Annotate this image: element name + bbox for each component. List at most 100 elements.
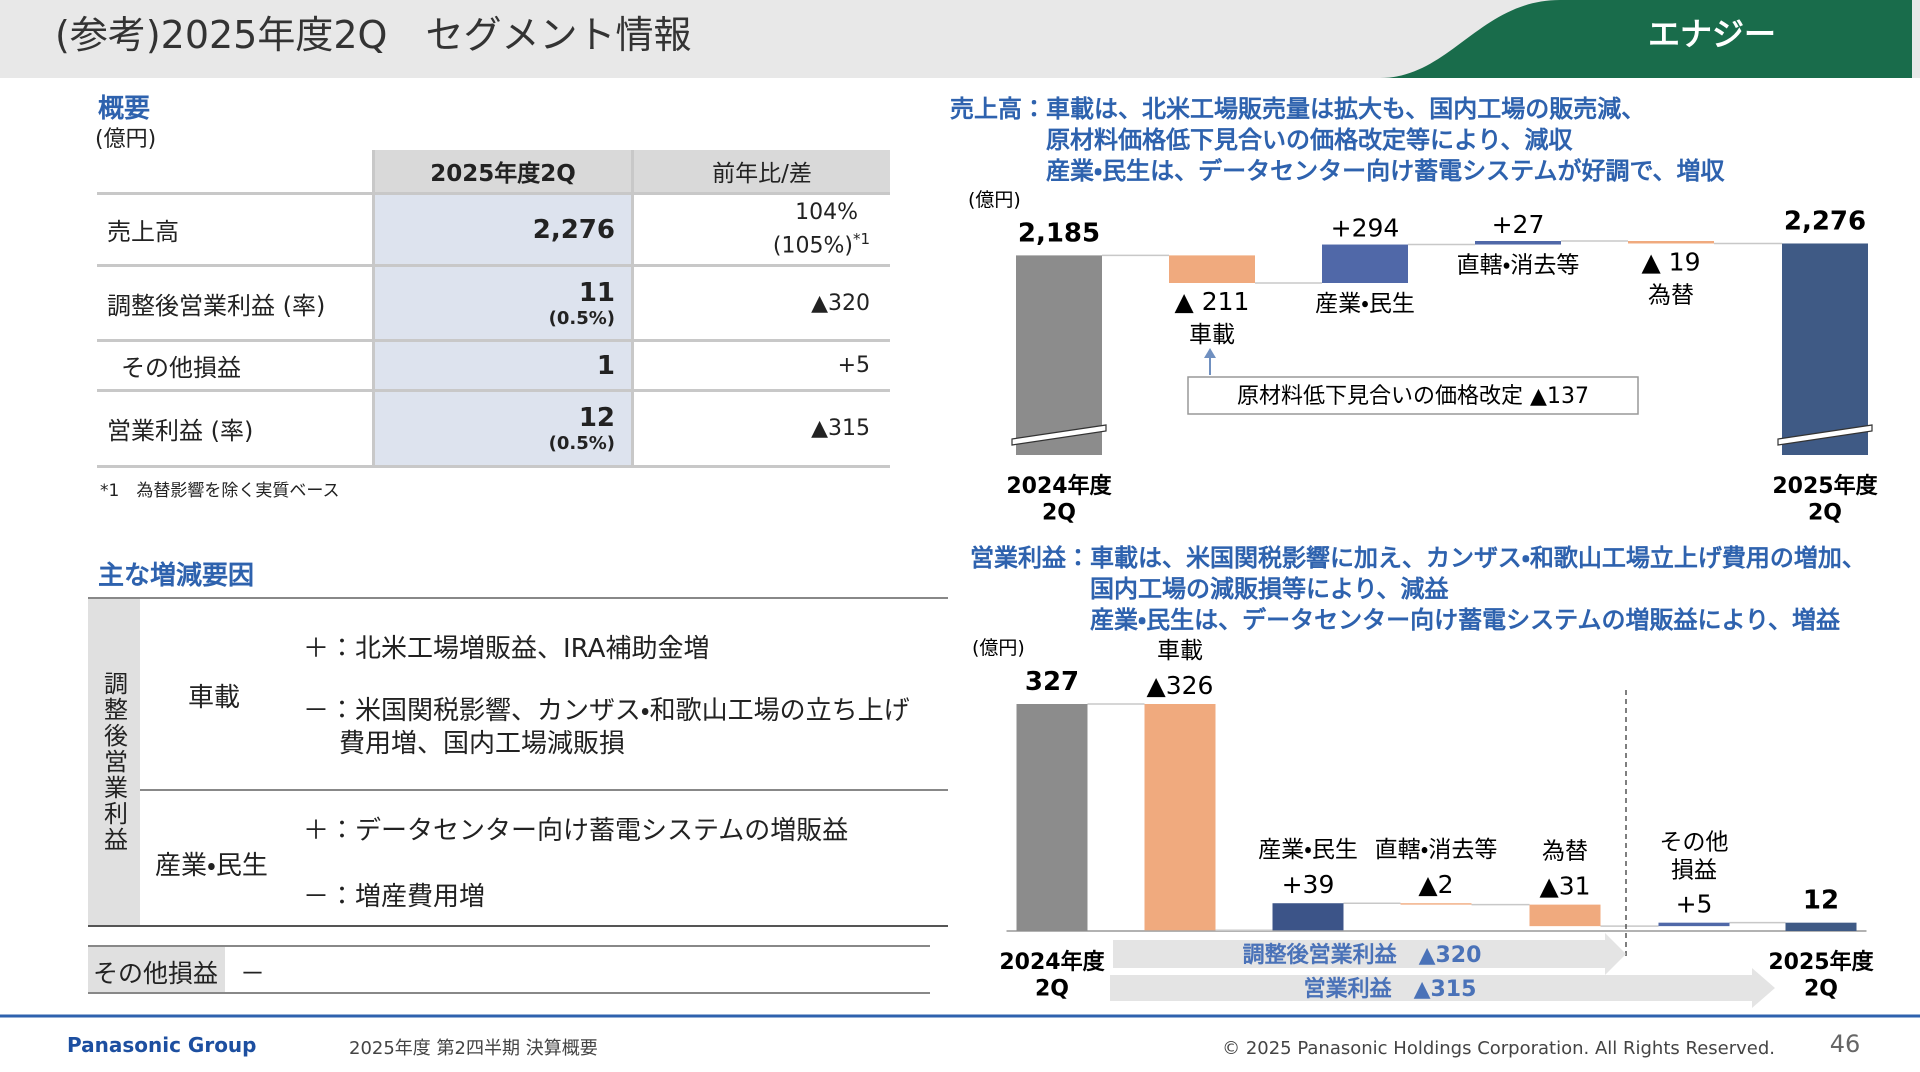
summary-unit: (億円) <box>95 127 157 152</box>
header-row: 2025年度2Q 前年比/差 <box>97 150 890 195</box>
value: 11 <box>578 277 615 308</box>
cell-value: 2,276 <box>372 193 634 267</box>
summary-table: 2025年度2Q 前年比/差 売上高 2,276 104% (105%)*1 調整… <box>97 150 890 468</box>
chart-title: 営業利益： <box>970 544 1090 572</box>
factor-item: ＋：データセンター向け蓄電システムの増販益 <box>303 816 849 846</box>
annotation: 原材料低下見合いの価格改定 ▲137 <box>1237 384 1589 409</box>
category-label: 直轄・消去等 <box>1375 837 1498 863</box>
cell-value: 1 <box>372 340 634 392</box>
factor-item: ＋：北米工場増販益、IRA補助金増 <box>303 634 710 664</box>
row: 営業利益 (率) 12 (0.5%) ▲315 <box>97 390 890 468</box>
segment: 産業・民生 <box>155 851 268 881</box>
bar <box>1628 241 1714 244</box>
annotation: 営業利益 ▲315 <box>1304 976 1477 1002</box>
value-label: +39 <box>1282 870 1335 899</box>
bar <box>1016 704 1088 931</box>
note: 車載は、米国関税影響に加え、カンザス・和歌山工場立上げ費用の増加、 <box>1090 544 1866 572</box>
value-label: ▲ 211 <box>1175 287 1250 316</box>
bar <box>1782 243 1868 455</box>
segment: 車載 <box>188 683 241 713</box>
chart-notes: 車載は、北米工場販売量は拡大も、国内工場の販売減、 原材料価格低下見合いの価格改定… <box>1046 94 1724 187</box>
value-label: ▲326 <box>1147 671 1214 700</box>
callout-head <box>1204 348 1216 358</box>
cell-change: +5 <box>632 340 890 392</box>
value-note: (0.5%) <box>548 433 615 454</box>
category-label: 産業・民生 <box>1258 837 1358 863</box>
category-label: 車載 <box>1157 638 1203 664</box>
arrow <box>1113 933 1626 975</box>
arrow <box>1110 968 1775 1008</box>
other-value: － <box>240 959 266 988</box>
bar <box>1400 903 1472 905</box>
bar <box>1475 241 1561 245</box>
brand: Panasonic Group <box>67 1033 256 1057</box>
value: 12 <box>578 403 615 433</box>
row: その他損益 1 +5 <box>97 340 890 392</box>
other-label: その他損益 <box>93 959 219 988</box>
category-label: 直轄・消去等 <box>1457 253 1580 279</box>
value-label: +27 <box>1492 210 1545 239</box>
cell-change: 104% (105%)*1 <box>632 193 890 267</box>
bar <box>1016 255 1102 455</box>
footnote: *1 為替影響を除く実質ベース <box>100 481 340 501</box>
factor-item: －：米国関税影響、カンザス・和歌山工場の立ち上げ 費用増、国内工場減販損 <box>303 696 910 759</box>
bar <box>1529 904 1601 927</box>
category-label: 2024年度 2Q <box>999 949 1105 1001</box>
callout-box <box>1187 376 1639 415</box>
bar <box>1658 922 1730 927</box>
category-label: その他損益 <box>1660 830 1729 884</box>
value-label: ▲2 <box>1418 870 1453 899</box>
page-number: 46 <box>1830 1030 1861 1058</box>
row-label: その他損益 <box>97 340 374 392</box>
value-label: +294 <box>1331 214 1400 243</box>
value-label: +5 <box>1676 890 1713 919</box>
bar <box>1785 922 1857 931</box>
annotation: 調整後営業利益 ▲320 <box>1243 942 1482 968</box>
note: 車載は、北米工場販売量は拡大も、国内工場の販売減、 <box>1046 95 1646 123</box>
cell-value: 11 (0.5%) <box>372 265 634 342</box>
column-header: 前年比/差 <box>632 150 890 195</box>
value-label: 2,185 <box>1018 218 1100 248</box>
page-title: (参考)2025年度2Q セグメント情報 <box>55 13 691 57</box>
cell-change: ▲315 <box>632 390 890 468</box>
category-label: 為替 <box>1648 282 1694 308</box>
row-label: 売上高 <box>97 193 374 267</box>
group-cell <box>88 599 140 925</box>
value-label: 2,276 <box>1784 206 1866 236</box>
category-label: 為替 <box>1542 839 1588 865</box>
change: 104% <box>795 200 858 226</box>
unit-label: (億円) <box>972 637 1025 659</box>
axis-break <box>1011 424 1107 446</box>
bar <box>1322 244 1408 283</box>
cell-value: 12 (0.5%) <box>372 390 634 468</box>
row-label: 調整後営業利益 (率) <box>97 265 374 342</box>
cell-change: ▲320 <box>632 265 890 342</box>
unit-label: (億円) <box>968 189 1021 211</box>
group-label: 調整後営業利益 <box>99 671 128 853</box>
factors-title: 主な増減要因 <box>98 561 255 591</box>
chart-title: 売上高： <box>950 95 1046 123</box>
chart-notes: 車載は、米国関税影響に加え、カンザス・和歌山工場立上げ費用の増加、 国内工場の減販… <box>1090 543 1866 636</box>
row: 調整後営業利益 (率) 11 (0.5%) ▲320 <box>97 265 890 342</box>
note: 国内工場の減販損等により、減益 <box>1090 575 1449 603</box>
column-header: 2025年度2Q <box>372 150 634 195</box>
value-label: 327 <box>1025 667 1079 697</box>
summary-title: 概要 <box>98 94 151 124</box>
segment-name: エナジー <box>1648 15 1776 53</box>
axis-break <box>1777 424 1873 446</box>
change-note: (105%) <box>772 233 853 259</box>
doc-name: 2025年度 第2四半期 決算概要 <box>349 1038 598 1059</box>
category-label: 2025年度 2Q <box>1772 473 1878 525</box>
category-label: 2025年度 2Q <box>1768 949 1874 1001</box>
note: 産業・民生は、データセンター向け蓄電システムの増販益により、増益 <box>1090 606 1840 634</box>
footnote-mark: *1 <box>852 230 870 249</box>
category-label: 車載 <box>1189 322 1235 348</box>
value-label: ▲ 19 <box>1642 247 1701 276</box>
segment-tab <box>1380 0 1912 78</box>
note: 原材料価格低下見合いの価格改定等により、減収 <box>1046 126 1573 154</box>
copyright: © 2025 Panasonic Holdings Corporation. A… <box>1222 1038 1775 1059</box>
chart-comment: 営業利益： 車載は、米国関税影響に加え、カンザス・和歌山工場立上げ費用の増加、国… <box>970 543 1866 636</box>
charts: (億円) 2,185 2024年度 2Q ▲ 211 車載 +294 産業・民生 +27 直轄・消… <box>968 189 1879 1008</box>
